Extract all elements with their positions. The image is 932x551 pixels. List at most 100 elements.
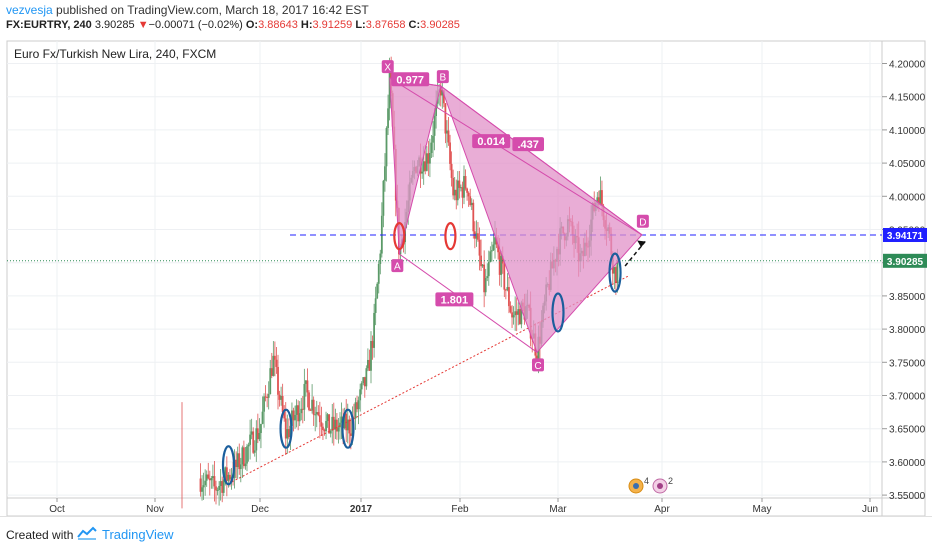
candle-body	[379, 253, 382, 265]
candle-body	[376, 283, 379, 299]
candle-body	[477, 233, 479, 240]
price-tick-label: 4.00000	[889, 192, 926, 203]
drawings[interactable]	[7, 77, 882, 486]
publish-info: vezvesja published on TradingView.com, M…	[6, 3, 369, 17]
red-highlight-ellipse[interactable]	[444, 222, 457, 251]
pattern-xab-triangle[interactable]	[389, 77, 442, 255]
down-arrow-icon: ▼	[137, 19, 149, 31]
candle-body	[263, 396, 265, 412]
candle-body	[218, 485, 220, 491]
candle-body	[429, 153, 431, 164]
publish-text: published on TradingView.com, March 18, …	[52, 3, 369, 17]
candle-body	[332, 416, 335, 430]
candle-body	[325, 421, 327, 432]
blue-highlight-ellipse[interactable]	[551, 292, 565, 333]
high-label: H:	[300, 19, 313, 31]
price-axis[interactable]: 4.200004.150004.100004.050004.000003.950…	[882, 60, 926, 503]
candle-body	[212, 476, 214, 479]
candle-body	[382, 180, 385, 216]
blue-highlight-ellipse[interactable]	[341, 408, 355, 449]
candle-body	[322, 426, 324, 430]
low-value: 3.87658	[365, 19, 406, 31]
candle-body	[363, 377, 366, 387]
red-highlight-ellipse[interactable]	[393, 222, 406, 251]
candle-body	[281, 395, 284, 413]
candle-body	[337, 427, 340, 432]
author-link[interactable]: vezvesja	[6, 3, 53, 17]
candle-body	[270, 368, 273, 376]
candle-body	[312, 399, 315, 415]
candle-body	[348, 419, 351, 434]
candle-body	[224, 467, 227, 480]
last-price-tag	[883, 253, 927, 268]
blue-highlight-ellipse[interactable]	[279, 408, 293, 449]
candle-body	[274, 355, 276, 360]
ratio-badge	[512, 137, 544, 152]
candle-body	[360, 383, 363, 390]
candle-body	[447, 130, 450, 143]
candle-body	[249, 434, 251, 445]
price-tick-label: 3.65000	[889, 425, 926, 436]
candle-body	[320, 422, 323, 427]
pattern-ratio-line[interactable]	[389, 77, 643, 236]
price-tick-label: 3.80000	[889, 325, 926, 336]
chart-area[interactable]: Euro Fx/Turkish New Lira, 240, FXCM 4.20…	[0, 36, 932, 517]
candle-body	[374, 298, 377, 313]
open-label: O:	[245, 19, 259, 31]
ratio-badge	[391, 72, 430, 87]
target-price-label: 3.94171	[887, 231, 924, 242]
candle-body	[511, 312, 513, 318]
candle-body	[456, 180, 459, 201]
candle-body	[484, 278, 487, 293]
ratio-label: 0.014	[477, 136, 505, 148]
projection-arrow-line[interactable]	[624, 240, 646, 267]
price-tick-label: 4.05000	[889, 159, 926, 170]
candle-body	[349, 433, 352, 436]
ratio-label: 0.977	[396, 74, 424, 86]
candle-body	[272, 355, 275, 376]
candle-body	[247, 444, 250, 447]
candle-body	[266, 397, 269, 399]
candle-body	[421, 171, 424, 174]
candle-body	[238, 453, 241, 470]
candle-body	[305, 380, 307, 384]
candle-body	[599, 190, 602, 205]
candle-body	[277, 366, 279, 395]
price-chart[interactable]: Euro Fx/Turkish New Lira, 240, FXCM 4.20…	[0, 36, 932, 517]
candle-body	[512, 315, 515, 318]
price-tick-label: 3.60000	[889, 458, 926, 469]
candle-body	[461, 187, 464, 198]
tradingview-link[interactable]: TradingView	[102, 527, 174, 542]
candle-body	[384, 166, 386, 181]
candle-body	[216, 490, 219, 492]
ratio-badge	[472, 134, 511, 149]
candle-body	[199, 478, 202, 492]
ratio-label: .437	[517, 139, 538, 151]
candle-body	[427, 153, 430, 164]
blue-highlight-ellipse[interactable]	[221, 445, 236, 486]
candle-body	[295, 405, 298, 415]
pattern-ratio-line[interactable]	[440, 85, 643, 236]
candle-body	[509, 306, 512, 313]
time-axis[interactable]: Oct Nov Dec 2017 Feb Mar Apr May Jun	[49, 498, 878, 515]
candle-body	[334, 419, 337, 430]
candle-body	[506, 287, 509, 290]
candle-body	[326, 414, 329, 422]
candle-body	[300, 408, 303, 414]
tradingview-logo-icon	[77, 526, 97, 540]
pattern-bcd-triangle[interactable]	[439, 84, 643, 354]
candle-body	[275, 359, 278, 367]
candle-body	[213, 476, 216, 487]
price-tick-label: 4.15000	[889, 93, 926, 104]
candle-body	[422, 161, 425, 172]
candle-body	[215, 486, 217, 491]
symbol-label: FX:EURTRY, 240	[6, 19, 92, 31]
candle-body	[452, 177, 455, 196]
candle-body	[441, 90, 444, 96]
price-tick-label: 4.10000	[889, 126, 926, 137]
candle-body	[520, 302, 523, 325]
blue-highlight-ellipse[interactable]	[608, 252, 622, 293]
candle-body	[362, 377, 365, 384]
candle-body	[311, 399, 313, 411]
candle-body	[221, 481, 224, 493]
